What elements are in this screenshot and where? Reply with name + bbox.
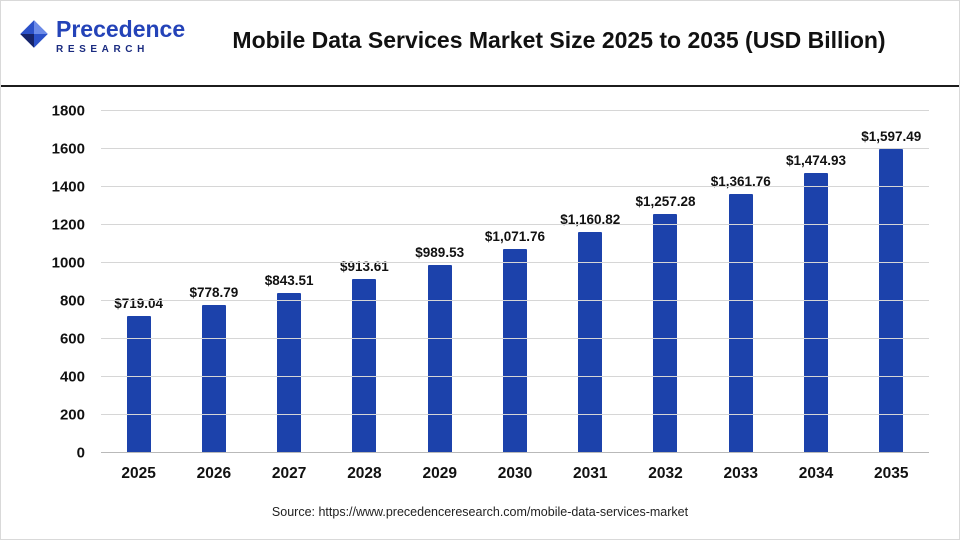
x-tick-label: 2027: [271, 465, 307, 482]
bar-value-label: $913.61: [340, 259, 389, 275]
y-tick-label: 1000: [51, 254, 85, 272]
gridline: [101, 224, 929, 225]
bar-group: $1,474.93: [778, 111, 853, 453]
bar-group: $913.61: [327, 111, 402, 453]
precedence-logo-icon: [20, 20, 48, 48]
gridline: [101, 148, 929, 150]
header: Precedence RESEARCH Mobile Data Services…: [1, 1, 959, 87]
logo-subtitle: RESEARCH: [56, 44, 149, 56]
x-tick-label: 2035: [874, 465, 909, 482]
bar: [804, 172, 829, 453]
bar: [126, 316, 151, 453]
bar-group: $719.04: [101, 111, 176, 453]
x-tick-label: 2033: [723, 465, 758, 482]
logo: Precedence RESEARCH: [19, 17, 185, 55]
bar-group: $1,160.82: [553, 111, 628, 453]
plot-area: $719.04 $778.79 $843.51 $913.61 $989.53 $1,07…: [101, 110, 929, 453]
bar: [277, 292, 302, 453]
gridline: [101, 262, 929, 263]
gridline: [101, 376, 929, 378]
y-tick-label: 1400: [51, 178, 85, 196]
y-tick-label: 400: [59, 368, 85, 386]
bar-value-label: $1,361.76: [710, 174, 771, 190]
x-tick-label: 2031: [572, 465, 608, 482]
bars-container: $719.04 $778.79 $843.51 $913.61 $989.53 $1,07…: [101, 111, 929, 453]
bar: [653, 214, 678, 453]
y-tick-label: 1600: [51, 140, 85, 158]
gridline: [101, 338, 929, 339]
bar-group: $778.79: [176, 111, 251, 453]
bar-group: $989.53: [402, 111, 477, 453]
y-tick-label: 600: [59, 330, 85, 348]
gridline: [101, 414, 929, 416]
y-axis: 0 200 400 600 800 1000 1200 1400 1600 1800: [1, 103, 101, 462]
bar-value-label: $1,597.49: [861, 129, 922, 145]
bar: [728, 194, 753, 453]
x-tick-label: 2025: [121, 465, 156, 482]
y-tick-label: 800: [59, 292, 85, 310]
bar-value-label: $1,071.76: [484, 229, 545, 245]
y-tick-label: 1200: [51, 216, 85, 234]
bar-value-label: $719.04: [114, 296, 164, 312]
bar: [578, 232, 603, 453]
y-tick-label: 1800: [51, 102, 85, 120]
x-tick-label: 2032: [648, 465, 683, 482]
gridline: [101, 300, 929, 302]
bar-value-label: $843.51: [264, 272, 314, 288]
x-axis: 2025 2026 2027 2028 2029 2030 2031 2032 2033 2034…: [101, 465, 929, 483]
bar: [879, 149, 904, 453]
x-tick-label: 2034: [798, 465, 834, 482]
x-tick-label: 2028: [347, 465, 382, 482]
gridline: [101, 110, 929, 111]
source-text: Source: https://www.precedenceresearch.c…: [271, 505, 689, 519]
x-tick-label: 2029: [422, 465, 457, 482]
bar-group: $1,257.28: [628, 111, 703, 453]
bar-value-label: $1,257.28: [635, 194, 696, 210]
bar: [201, 305, 226, 453]
x-tick-label: 2026: [196, 465, 232, 482]
y-tick-label: 200: [59, 406, 85, 424]
bar-value-label: $989.53: [415, 245, 465, 261]
bar-group: $843.51: [252, 111, 327, 453]
bar-value-label: $1,160.82: [560, 212, 621, 228]
bar: [427, 265, 452, 453]
chart-title: Mobile Data Services Market Size 2025 to…: [232, 27, 886, 53]
bar-group: $1,597.49: [854, 111, 929, 453]
logo-text: Precedence RESEARCH: [56, 17, 185, 55]
bar: [352, 279, 377, 453]
gridline: [101, 452, 929, 453]
bar-group: $1,361.76: [703, 111, 778, 453]
logo-name: Precedence: [56, 16, 186, 42]
chart-body: 0 200 400 600 800 1000 1200 1400 1600 1800 $719.0…: [1, 103, 929, 462]
bar-value-label: $1,474.93: [785, 152, 847, 168]
bar-value-label: $778.79: [189, 285, 239, 301]
bar: [502, 249, 527, 453]
gridline: [101, 186, 929, 187]
y-tick-label: 0: [76, 444, 85, 462]
x-tick-label: 2030: [497, 465, 533, 482]
bar-group: $1,071.76: [477, 111, 552, 453]
